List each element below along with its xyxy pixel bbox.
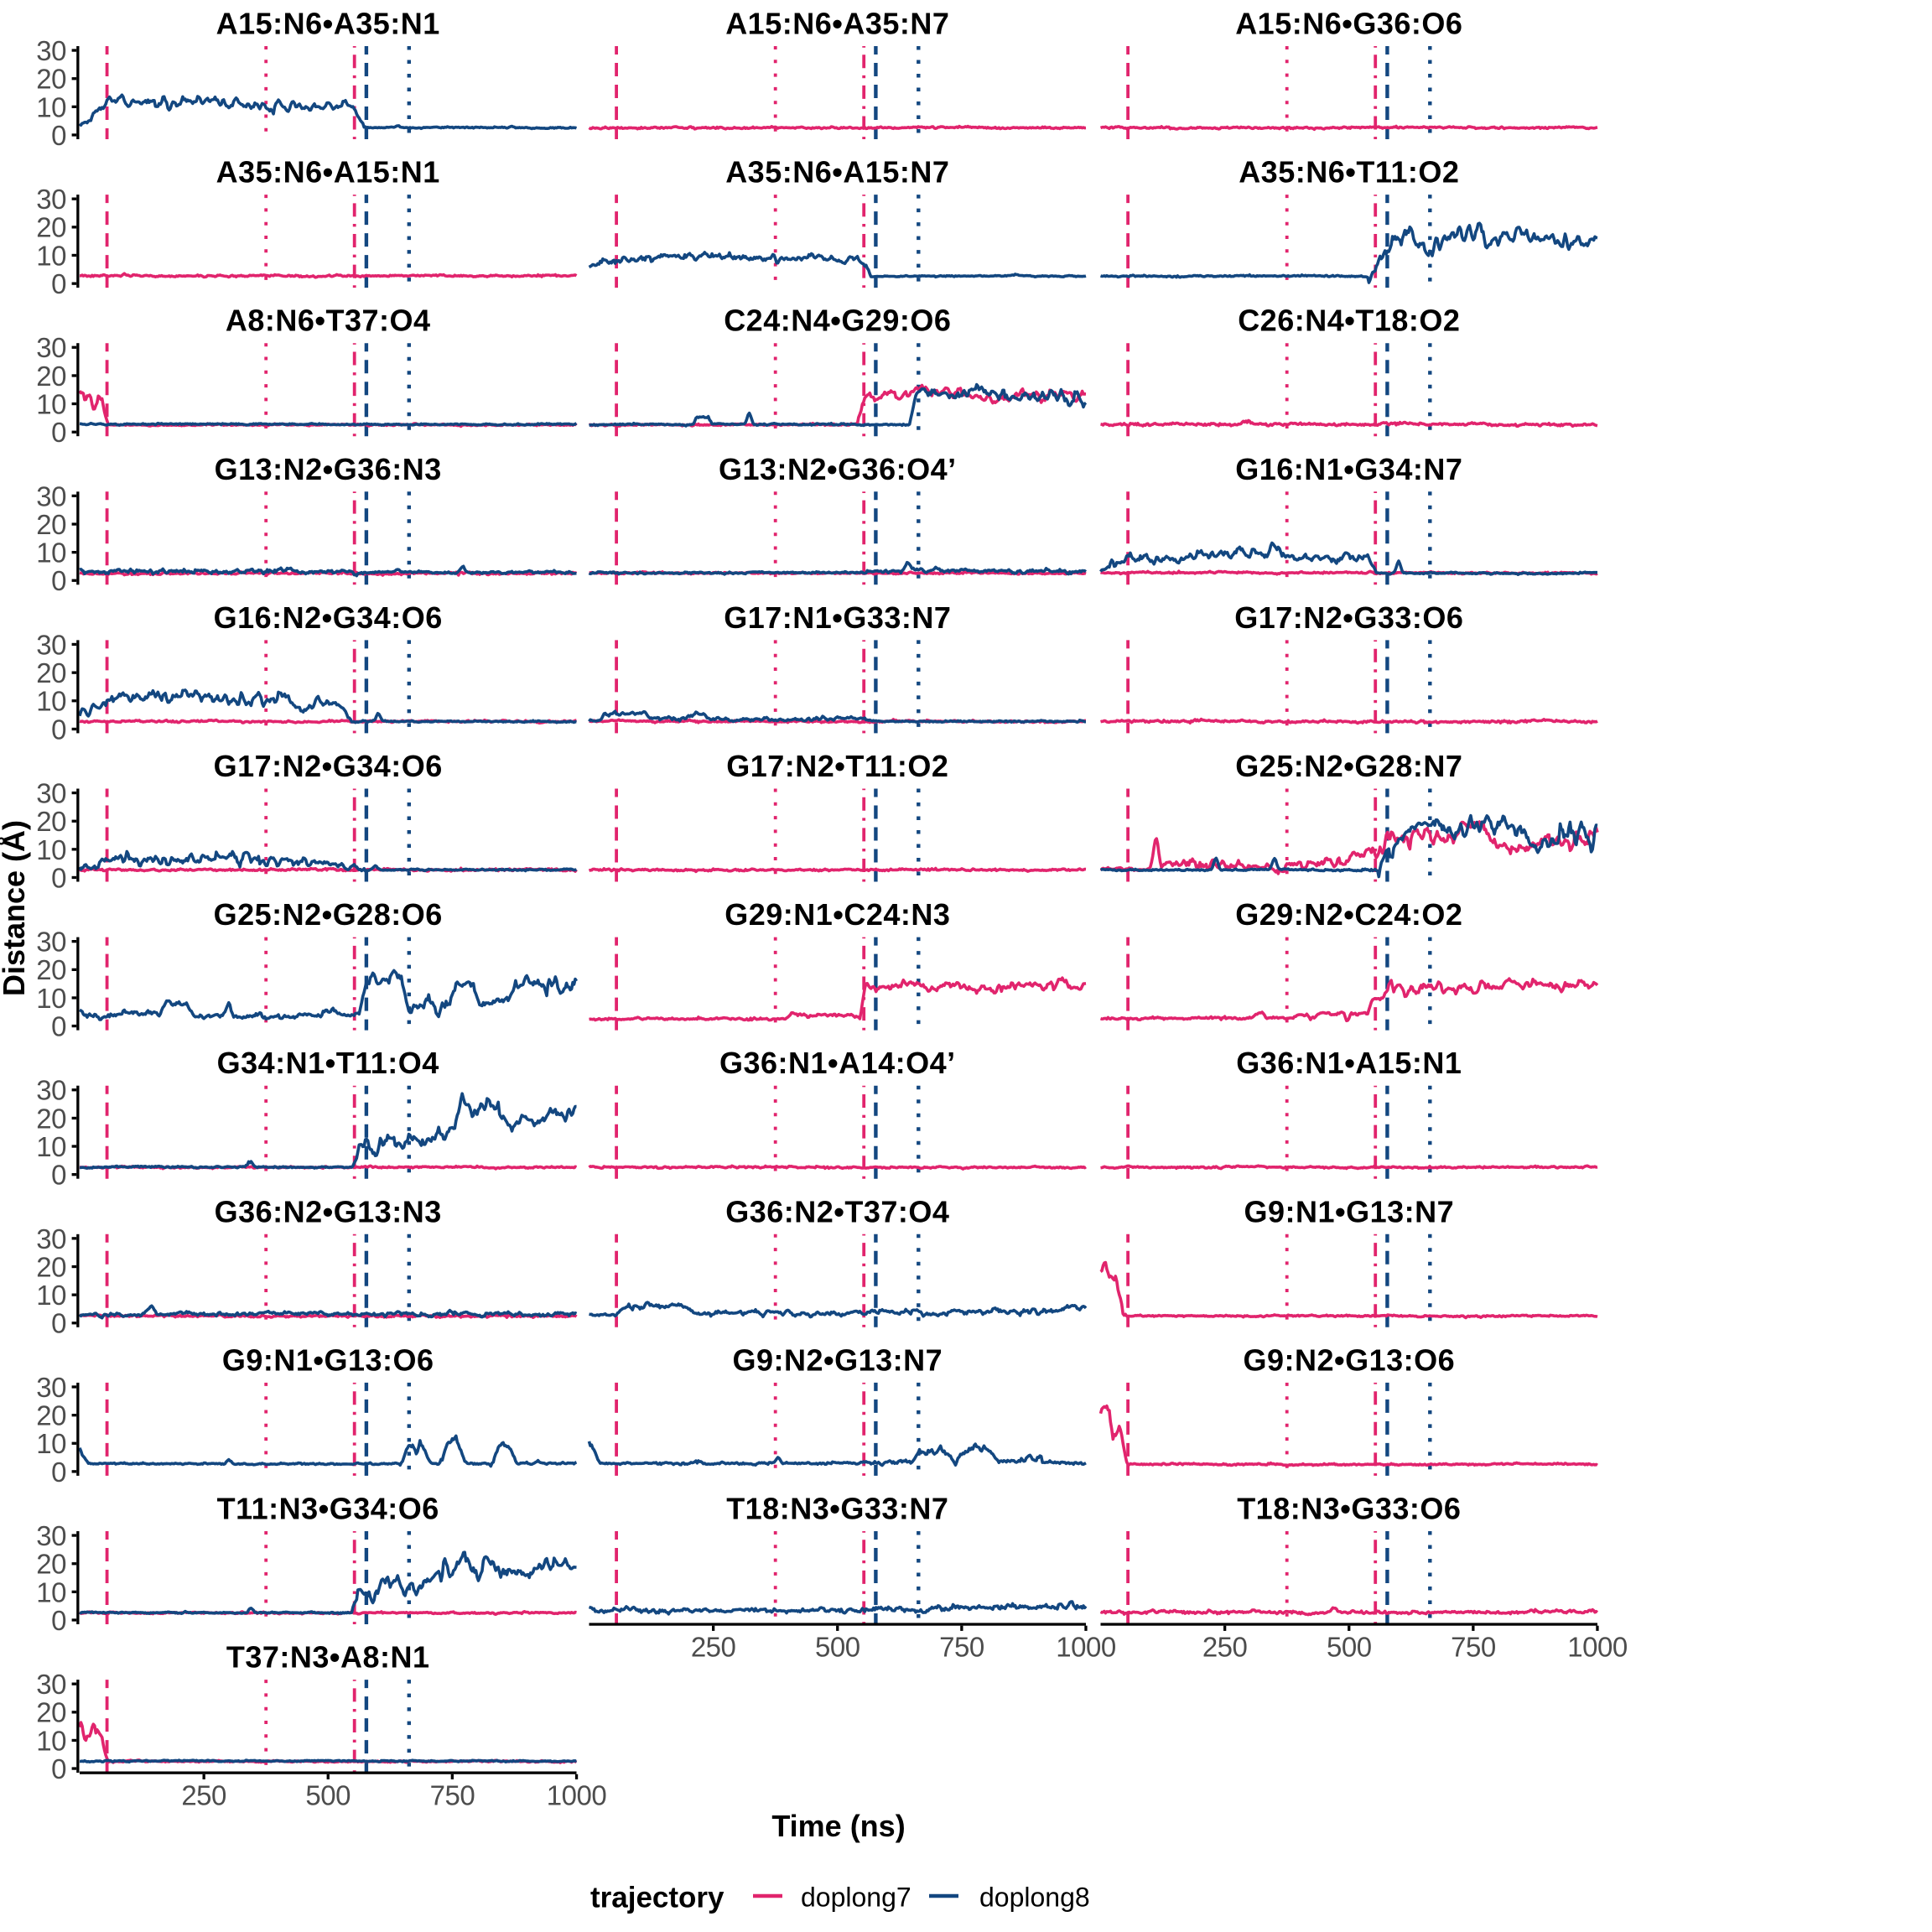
svg-text:G9:N1•G13:N7: G9:N1•G13:N7: [1244, 1194, 1454, 1228]
svg-text:30: 30: [36, 332, 66, 363]
svg-text:30: 30: [36, 1520, 66, 1551]
svg-text:C26:N4•T18:O2: C26:N4•T18:O2: [1238, 304, 1460, 338]
svg-text:A15:N6•A35:N1: A15:N6•A35:N1: [216, 7, 440, 41]
svg-text:10: 10: [36, 983, 66, 1014]
svg-text:0: 0: [51, 268, 66, 299]
svg-text:250: 250: [691, 1632, 736, 1663]
svg-text:0: 0: [51, 417, 66, 448]
svg-text:10: 10: [36, 389, 66, 420]
svg-text:A15:N6•G36:O6: A15:N6•G36:O6: [1235, 7, 1462, 41]
svg-text:10: 10: [36, 1725, 66, 1756]
svg-text:10: 10: [36, 686, 66, 717]
svg-text:20: 20: [36, 1400, 66, 1431]
svg-text:20: 20: [36, 1697, 66, 1728]
svg-text:0: 0: [51, 1308, 66, 1339]
svg-text:30: 30: [36, 927, 66, 958]
svg-text:G17:N2•T11:O2: G17:N2•T11:O2: [726, 749, 948, 783]
svg-text:0: 0: [51, 565, 66, 596]
svg-text:10: 10: [36, 1576, 66, 1607]
svg-text:G36:N2•T37:O4: G36:N2•T37:O4: [725, 1194, 949, 1228]
svg-text:30: 30: [36, 1372, 66, 1403]
svg-text:trajectory: trajectory: [590, 1882, 724, 1914]
svg-text:1000: 1000: [547, 1780, 607, 1811]
svg-text:G36:N1•A15:N1: G36:N1•A15:N1: [1236, 1046, 1462, 1080]
svg-text:G9:N2•G13:N7: G9:N2•G13:N7: [732, 1343, 943, 1377]
svg-text:30: 30: [36, 778, 66, 809]
svg-text:G29:N1•C24:N3: G29:N1•C24:N3: [724, 897, 950, 932]
svg-text:250: 250: [1202, 1632, 1248, 1663]
svg-text:750: 750: [430, 1780, 475, 1811]
svg-text:30: 30: [36, 1669, 66, 1700]
svg-text:500: 500: [305, 1780, 351, 1811]
svg-text:750: 750: [1451, 1632, 1496, 1663]
svg-text:20: 20: [36, 212, 66, 243]
svg-text:A35:N6•A15:N7: A35:N6•A15:N7: [725, 155, 949, 190]
svg-text:0: 0: [51, 862, 66, 893]
svg-text:10: 10: [36, 1131, 66, 1162]
svg-text:G17:N2•G33:O6: G17:N2•G33:O6: [1234, 600, 1463, 635]
svg-text:0: 0: [51, 120, 66, 151]
svg-text:Time (ns): Time (ns): [771, 1809, 905, 1843]
svg-text:250: 250: [181, 1780, 226, 1811]
svg-text:A15:N6•A35:N7: A15:N6•A35:N7: [725, 7, 949, 41]
svg-text:0: 0: [51, 1457, 66, 1488]
svg-text:1000: 1000: [1056, 1632, 1116, 1663]
svg-text:20: 20: [36, 361, 66, 392]
svg-text:G9:N2•G13:O6: G9:N2•G13:O6: [1243, 1343, 1455, 1377]
svg-text:G36:N1•A14:O4’: G36:N1•A14:O4’: [719, 1046, 956, 1080]
svg-text:A35:N6•A15:N1: A35:N6•A15:N1: [216, 155, 440, 190]
svg-text:20: 20: [36, 806, 66, 837]
svg-text:Distance (Å): Distance (Å): [0, 820, 31, 996]
svg-text:doplong7: doplong7: [801, 1883, 911, 1913]
svg-text:G13:N2•G36:N3: G13:N2•G36:N3: [215, 452, 442, 486]
svg-text:G29:N2•C24:O2: G29:N2•C24:O2: [1235, 897, 1462, 932]
svg-text:750: 750: [939, 1632, 984, 1663]
svg-text:G16:N2•G34:O6: G16:N2•G34:O6: [214, 600, 443, 635]
svg-text:30: 30: [36, 629, 66, 660]
svg-text:500: 500: [1327, 1632, 1372, 1663]
svg-text:10: 10: [36, 1428, 66, 1459]
svg-text:30: 30: [36, 184, 66, 215]
svg-text:20: 20: [36, 1549, 66, 1580]
svg-text:G17:N2•G34:O6: G17:N2•G34:O6: [214, 749, 443, 783]
svg-text:C24:N4•G29:O6: C24:N4•G29:O6: [724, 304, 951, 338]
svg-text:20: 20: [36, 954, 66, 985]
svg-text:20: 20: [36, 1251, 66, 1282]
svg-text:20: 20: [36, 64, 66, 95]
svg-text:0: 0: [51, 1753, 66, 1784]
svg-text:10: 10: [36, 91, 66, 122]
svg-text:10: 10: [36, 538, 66, 569]
svg-text:30: 30: [36, 35, 66, 66]
svg-text:G13:N2•G36:O4’: G13:N2•G36:O4’: [719, 452, 957, 486]
svg-text:doplong8: doplong8: [979, 1883, 1090, 1913]
svg-text:30: 30: [36, 1223, 66, 1254]
svg-text:20: 20: [36, 657, 66, 688]
svg-text:1000: 1000: [1567, 1632, 1628, 1663]
svg-text:G25:N2•G28:O6: G25:N2•G28:O6: [214, 897, 443, 932]
svg-text:G36:N2•G13:N3: G36:N2•G13:N3: [215, 1194, 442, 1228]
svg-text:G9:N1•G13:O6: G9:N1•G13:O6: [222, 1343, 434, 1377]
svg-text:G34:N1•T11:O4: G34:N1•T11:O4: [217, 1046, 439, 1080]
svg-text:T18:N3•G33:N7: T18:N3•G33:N7: [726, 1492, 948, 1526]
svg-text:20: 20: [36, 1103, 66, 1134]
svg-text:0: 0: [51, 1160, 66, 1191]
svg-text:G25:N2•G28:N7: G25:N2•G28:N7: [1235, 749, 1462, 783]
svg-text:G16:N1•G34:N7: G16:N1•G34:N7: [1235, 452, 1462, 486]
svg-text:G17:N1•G33:N7: G17:N1•G33:N7: [724, 600, 951, 635]
svg-text:T11:N3•G34:O6: T11:N3•G34:O6: [217, 1492, 439, 1526]
svg-text:30: 30: [36, 480, 66, 512]
svg-text:0: 0: [51, 1605, 66, 1636]
svg-text:20: 20: [36, 509, 66, 540]
svg-text:10: 10: [36, 1280, 66, 1311]
svg-text:500: 500: [815, 1632, 860, 1663]
svg-text:0: 0: [51, 714, 66, 745]
svg-text:10: 10: [36, 834, 66, 865]
svg-text:0: 0: [51, 1011, 66, 1042]
svg-text:10: 10: [36, 240, 66, 271]
svg-text:30: 30: [36, 1075, 66, 1106]
svg-text:T37:N3•A8:N1: T37:N3•A8:N1: [226, 1640, 430, 1675]
svg-text:A35:N6•T11:O2: A35:N6•T11:O2: [1239, 155, 1459, 190]
svg-text:T18:N3•G33:O6: T18:N3•G33:O6: [1237, 1492, 1461, 1526]
svg-text:A8:N6•T37:O4: A8:N6•T37:O4: [226, 304, 431, 338]
